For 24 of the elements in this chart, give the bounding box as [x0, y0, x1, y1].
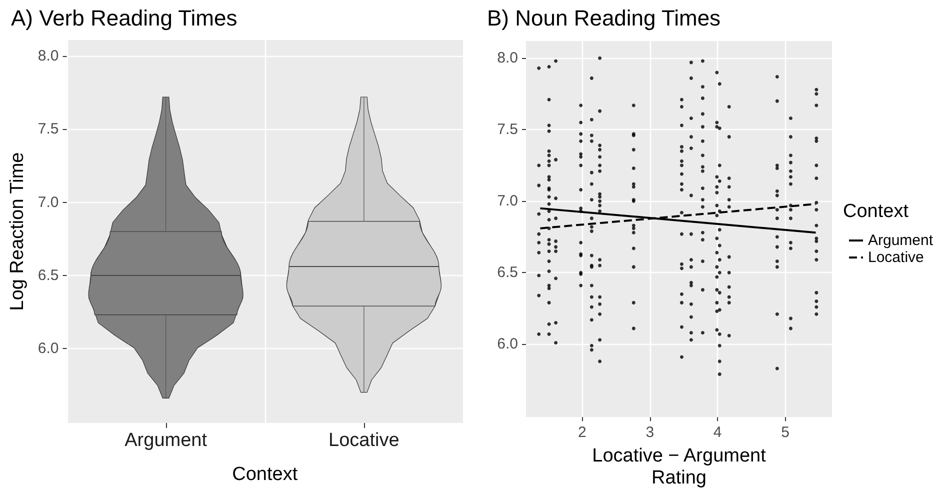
x-tick-label: Locative: [328, 430, 400, 451]
chart-title: B) Noun Reading Times: [487, 6, 721, 30]
x-tick-label: 2: [578, 424, 586, 442]
y-tick-label: 8.0: [38, 48, 59, 65]
y-tick-label: 8.0: [497, 50, 518, 67]
y-tick-label: 6.0: [497, 336, 518, 353]
y-tick-label: 6.5: [38, 266, 59, 284]
y-tick-label: 6.5: [497, 264, 518, 282]
x-axis-title: Locative − Argument Rating: [592, 446, 767, 488]
x-tick-label: Argument: [124, 430, 208, 451]
y-tick-label: 7.5: [497, 121, 518, 138]
y-axis-title: Log Reaction Time: [7, 152, 28, 311]
y-tick-label: 7.5: [38, 120, 59, 138]
x-axis-title: Context: [232, 464, 298, 485]
legend-label: Argument: [868, 232, 934, 249]
y-tick-label: 6.0: [38, 340, 59, 357]
x-tick-label: 5: [781, 424, 790, 442]
x-tick-label: 4: [713, 424, 722, 442]
y-tick-label: 7.0: [497, 192, 518, 210]
chart-title: A) Verb Reading Times: [11, 6, 238, 30]
y-tick-label: 7.0: [38, 194, 59, 211]
legend-title: Context: [843, 201, 910, 222]
legend-label: Locative: [868, 249, 924, 266]
x-tick-label: 3: [646, 424, 654, 442]
